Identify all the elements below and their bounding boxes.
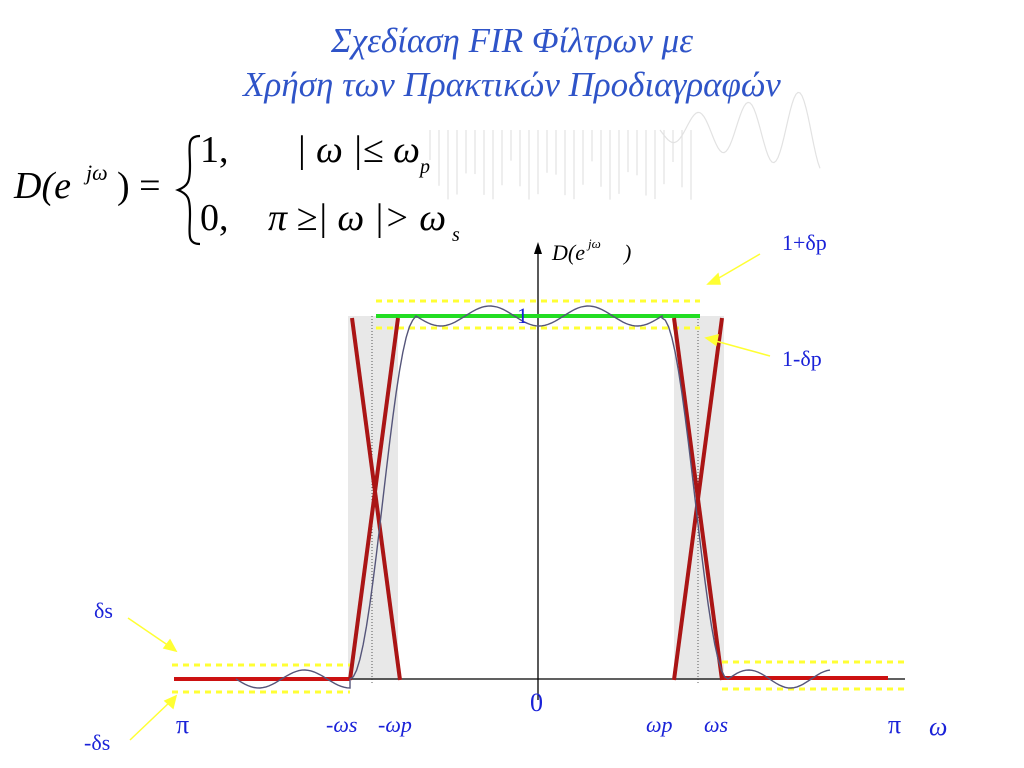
unity-level-label: 1 [517,303,528,328]
arrow-1-minus-delta-p [711,339,771,357]
omega-axis-label: ω [929,712,948,741]
arrow-delta-s-icon [162,638,178,653]
left-transition-line-b [348,317,400,681]
equation-lhs: D(e [14,165,71,207]
tick-left-pi: π [176,710,190,739]
label-1-plus-delta-p: 1+δp [782,230,827,255]
arrow-1-plus-delta-p [711,253,761,283]
label-delta-s: δs [94,598,113,623]
origin-label: 0 [530,688,543,717]
tick-omega-s: ωs [704,712,729,737]
arrow-1-plus-delta-p-icon [706,272,721,285]
tick-right-pi: π [888,710,902,739]
case2-subscript: s [452,224,460,246]
equation-lhs-close: ) = [117,165,161,207]
y-axis-label-superscript: jω [588,236,601,251]
case2-condition: π ≥| ω |> ω [268,197,447,239]
y-axis-label: D(e [552,240,585,265]
equation-lhs-superscript: jω [86,160,108,185]
case1-condition: | ω |≤ ω [296,129,420,171]
page-title-line-2: Χρήση των Πρακτικών Προδιαγραφών [243,65,781,104]
tolerance-lines [172,299,905,694]
vertical-axis-arrow-icon [534,242,542,254]
arrow-delta-s [127,617,173,649]
right-transition-line-b [672,317,724,681]
case1-value: 1, [200,129,229,171]
arrow-minus-delta-s [129,699,173,741]
annotation-arrows [127,253,771,741]
arrow-1-minus-delta-p-icon [704,333,719,347]
page-title-line-1: Σχεδίαση FIR Φίλτρων με [330,21,694,60]
y-axis-label-close: ) [624,240,632,265]
filter-response-curve [235,305,831,689]
tick-minus-omega-s: -ωs [326,712,358,737]
case2-value: 0, [200,197,229,239]
label-1-minus-delta-p: 1-δp [782,346,822,371]
label-minus-delta-s: -δs [84,730,111,755]
tick-minus-omega-p: -ωp [378,712,412,737]
tick-omega-p: ωp [646,712,673,737]
arrow-minus-delta-s-icon [163,694,178,710]
case1-subscript: p [420,156,430,178]
